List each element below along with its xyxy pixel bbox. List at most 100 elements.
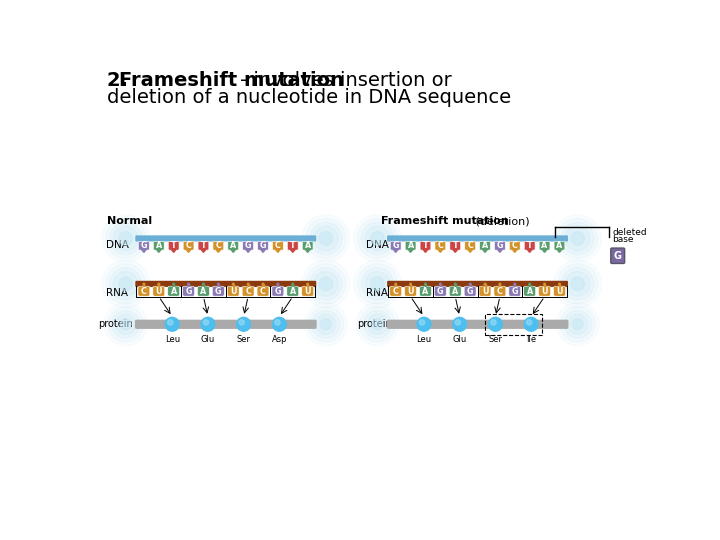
Circle shape [188,284,189,285]
Circle shape [455,320,461,325]
Circle shape [158,284,160,285]
Text: A: A [452,287,459,296]
Text: A: A [171,287,177,296]
Circle shape [360,307,395,342]
Polygon shape [425,284,426,288]
Circle shape [319,277,333,291]
FancyBboxPatch shape [539,286,551,296]
Text: G: G [497,241,503,250]
Circle shape [202,284,204,285]
Polygon shape [440,284,441,288]
Circle shape [247,284,249,285]
Text: C: C [467,241,473,250]
Polygon shape [438,249,443,252]
Text: Ser: Ser [237,335,251,344]
FancyBboxPatch shape [479,286,491,296]
Circle shape [562,222,594,254]
Circle shape [113,226,138,251]
Text: RNA: RNA [106,288,127,298]
Circle shape [262,284,264,285]
FancyBboxPatch shape [464,241,475,250]
Circle shape [572,319,583,330]
FancyBboxPatch shape [228,241,238,250]
Text: U: U [230,287,236,296]
Polygon shape [469,284,471,288]
Polygon shape [559,284,560,288]
FancyBboxPatch shape [138,286,150,296]
Polygon shape [498,249,503,252]
Circle shape [113,272,138,296]
Text: C: C [141,287,147,296]
Text: G: G [245,241,251,250]
FancyBboxPatch shape [197,286,210,296]
Text: 2.: 2. [107,71,135,90]
Polygon shape [201,249,206,252]
FancyBboxPatch shape [272,286,284,296]
Circle shape [272,318,287,331]
FancyBboxPatch shape [420,241,431,250]
FancyBboxPatch shape [390,286,402,296]
Text: T: T [201,241,206,250]
Polygon shape [408,249,413,252]
FancyBboxPatch shape [213,241,224,250]
FancyBboxPatch shape [494,286,506,296]
Circle shape [361,268,394,300]
FancyBboxPatch shape [258,241,269,250]
Polygon shape [512,249,518,252]
Circle shape [361,222,394,254]
Circle shape [357,264,397,304]
Polygon shape [467,249,473,252]
Text: Leu: Leu [416,335,431,344]
Polygon shape [246,249,251,252]
FancyBboxPatch shape [523,286,536,296]
Text: Frameshift mutation: Frameshift mutation [119,71,343,90]
Text: deletion of a nucleotide in DNA sequence: deletion of a nucleotide in DNA sequence [107,88,511,107]
FancyBboxPatch shape [405,241,416,250]
Circle shape [357,218,397,259]
FancyBboxPatch shape [153,286,165,296]
Text: Normal: Normal [107,217,153,226]
Polygon shape [186,249,192,252]
Circle shape [112,310,140,338]
Polygon shape [263,284,264,288]
Circle shape [564,310,592,338]
Polygon shape [217,284,219,288]
Circle shape [302,214,350,262]
Circle shape [203,320,209,325]
Text: C: C [438,241,444,250]
FancyBboxPatch shape [168,241,179,250]
Circle shape [469,284,471,285]
Text: protein: protein [356,319,392,329]
Text: A: A [557,241,562,250]
Polygon shape [529,284,530,288]
Text: C: C [186,241,192,250]
Text: G: G [437,287,444,296]
FancyBboxPatch shape [510,241,520,250]
Circle shape [367,314,387,334]
Text: C: C [215,241,221,250]
Text: A: A [526,287,533,296]
Circle shape [106,264,145,304]
Circle shape [316,314,336,334]
Text: U: U [156,287,162,296]
Circle shape [233,284,234,285]
Polygon shape [158,284,159,288]
FancyBboxPatch shape [302,241,313,250]
Text: U: U [556,287,563,296]
FancyBboxPatch shape [183,241,194,250]
Circle shape [453,318,467,331]
Text: G: G [274,287,281,296]
Circle shape [310,268,342,300]
Text: DNA: DNA [106,240,129,250]
Circle shape [354,214,401,262]
FancyBboxPatch shape [495,241,505,250]
Text: G: G [613,251,621,261]
Text: T: T [423,241,428,250]
Circle shape [320,319,331,330]
Text: Frameshift mutation: Frameshift mutation [382,217,509,226]
Text: DNA: DNA [366,240,389,250]
Circle shape [292,284,294,285]
Polygon shape [141,249,147,252]
Polygon shape [453,249,458,252]
Polygon shape [216,249,221,252]
